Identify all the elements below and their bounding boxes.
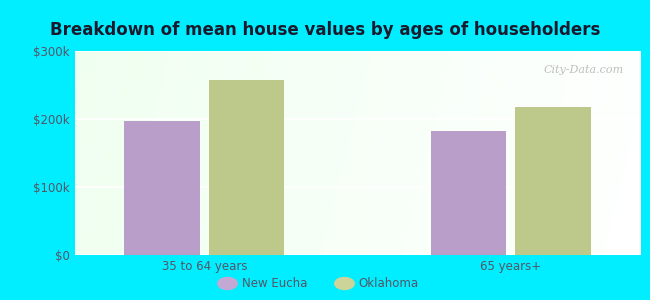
Bar <box>430 131 506 255</box>
Text: Oklahoma: Oklahoma <box>359 277 419 290</box>
Bar <box>515 107 591 255</box>
Text: Breakdown of mean house values by ages of householders: Breakdown of mean house values by ages o… <box>50 21 600 39</box>
Bar <box>209 80 285 255</box>
Text: New Eucha: New Eucha <box>242 277 307 290</box>
Text: City-Data.com: City-Data.com <box>543 65 623 75</box>
Bar <box>124 121 200 255</box>
